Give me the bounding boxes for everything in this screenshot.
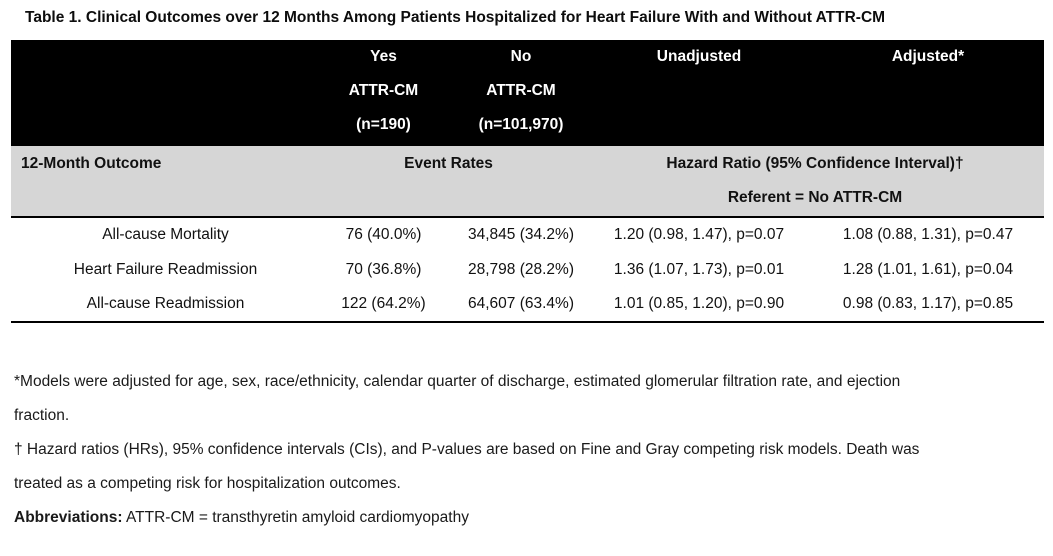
outcome-label: Heart Failure Readmission [11,252,311,287]
table-row-all-cause-mortality: All-cause Mortality 76 (40.0%) 34,845 (3… [11,217,1044,252]
header-yes-line3: (n=190) [356,116,411,133]
subheader-referent-line: Referent = No ATTR-CM [727,189,903,206]
subheader-hazard-ratio-cell: Hazard Ratio (95% Confidence Interval)† … [586,146,1044,218]
header-no-line3: (n=101,970) [478,116,564,133]
no-rate-value: 64,607 (63.4%) [456,287,586,323]
header-yes-line2: ATTR-CM [348,82,419,99]
table-header-row: Yes ATTR-CM (n=190) No ATTR-CM (n=101,97… [11,40,1044,146]
abbreviations-text: ATTR-CM = transthyretin amyloid cardiomy… [122,509,469,526]
header-yes-attrcm-cell: Yes ATTR-CM (n=190) [311,40,456,146]
outcome-label: All-cause Mortality [11,217,311,252]
unadjusted-hr-value: 1.36 (1.07, 1.73), p=0.01 [586,252,812,287]
header-unadjusted-cell: Unadjusted [586,40,812,146]
footnote-models-adjusted: *Models were adjusted for age, sex, race… [14,365,1053,433]
document-page: Table 1. Clinical Outcomes over 12 Month… [0,7,1053,556]
yes-rate-value: 76 (40.0%) [311,217,456,252]
adjusted-hr-value: 0.98 (0.83, 1.17), p=0.85 [812,287,1044,323]
unadjusted-hr-value: 1.01 (0.85, 1.20), p=0.90 [586,287,812,323]
abbreviations-label: Abbreviations: [14,509,123,526]
subheader-outcome-cell: 12-Month Outcome [11,146,311,218]
footnote-hazard-ratios: † Hazard ratios (HRs), 95% confidence in… [14,433,1053,501]
footnote-abbreviations: Abbreviations: ATTR-CM = transthyretin a… [14,501,1053,535]
footnote-hazard-line1: † Hazard ratios (HRs), 95% confidence in… [14,441,920,458]
no-rate-value: 28,798 (28.2%) [456,252,586,287]
subheader-event-rates-cell: Event Rates [311,146,586,218]
table-row-all-cause-readmission: All-cause Readmission 122 (64.2%) 64,607… [11,287,1044,323]
adjusted-hr-value: 1.08 (0.88, 1.31), p=0.47 [812,217,1044,252]
table-row-hf-readmission: Heart Failure Readmission 70 (36.8%) 28,… [11,252,1044,287]
subheader-hazard-ratio-line: Hazard Ratio (95% Confidence Interval)† [666,155,964,172]
yes-rate-value: 122 (64.2%) [311,287,456,323]
footnote-models-line2: fraction. [14,407,70,424]
header-yes-line1: Yes [370,48,397,65]
table-title: Table 1. Clinical Outcomes over 12 Month… [25,9,886,26]
table-subheader-row: 12-Month Outcome Event Rates Hazard Rati… [11,146,1044,218]
footnotes-section: *Models were adjusted for age, sex, race… [14,365,1053,535]
unadjusted-hr-value: 1.20 (0.98, 1.47), p=0.07 [586,217,812,252]
footnote-hazard-line2: treated as a competing risk for hospital… [14,475,401,492]
header-empty-cell [11,40,311,146]
header-no-line2: ATTR-CM [486,82,556,99]
clinical-outcomes-table: Yes ATTR-CM (n=190) No ATTR-CM (n=101,97… [11,40,1044,323]
no-rate-value: 34,845 (34.2%) [456,217,586,252]
adjusted-hr-value: 1.28 (1.01, 1.61), p=0.04 [812,252,1044,287]
header-adjusted-cell: Adjusted* [812,40,1044,146]
outcome-label: All-cause Readmission [11,287,311,323]
header-no-attrcm-cell: No ATTR-CM (n=101,970) [456,40,586,146]
header-no-line1: No [510,48,532,65]
yes-rate-value: 70 (36.8%) [311,252,456,287]
footnote-models-line1: *Models were adjusted for age, sex, race… [14,373,901,390]
